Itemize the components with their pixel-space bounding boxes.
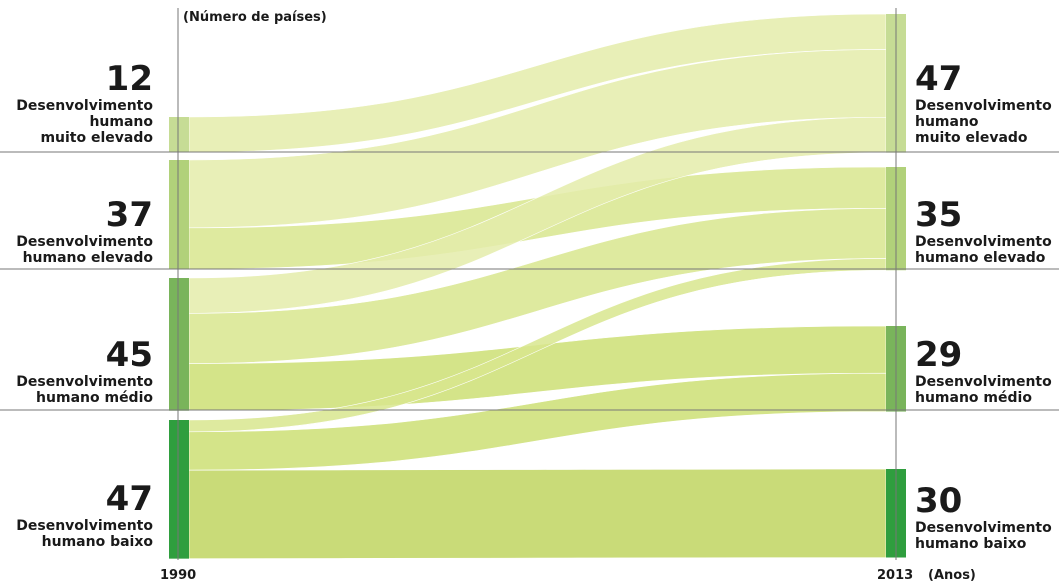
nodes-layer [169,14,906,559]
start-label-elevado: Desenvolvimento humano elevado [16,234,153,266]
start-label-muito-elevado: Desenvolvimento humano muito elevado [16,98,153,146]
start-node-medio [169,278,189,411]
start-count-medio: 45 [105,335,153,375]
end-label-muito-elevado: Desenvolvimento humano muito elevado [915,98,1052,146]
end-count-baixo: 30 [915,481,963,521]
separator-lines [0,8,1059,560]
flows-layer [188,13,887,559]
unit-label: (Número de países) [183,10,327,25]
start-count-baixo: 47 [105,479,153,519]
years-unit-label: (Anos) [928,568,976,583]
start-label-baixo: Desenvolvimento humano baixo [16,518,153,550]
start-node-muito_elevado [169,117,189,153]
year-2013-label: 2013 [877,568,914,583]
start-label-medio: Desenvolvimento humano médio [16,374,153,406]
start-count-muito-elevado: 12 [105,59,153,99]
end-label-medio: Desenvolvimento humano médio [915,374,1052,406]
end-count-medio: 29 [915,335,963,375]
end-label-baixo: Desenvolvimento humano baixo [915,520,1052,552]
start-node-baixo [169,420,189,559]
start-count-elevado: 37 [105,195,153,235]
year-1990-label: 1990 [160,568,197,583]
end-label-elevado: Desenvolvimento humano elevado [915,234,1052,266]
end-count-elevado: 35 [915,195,963,235]
start-node-elevado [169,160,189,270]
end-count-muito-elevado: 47 [915,59,963,99]
flow-baixo-to-baixo [188,468,887,559]
